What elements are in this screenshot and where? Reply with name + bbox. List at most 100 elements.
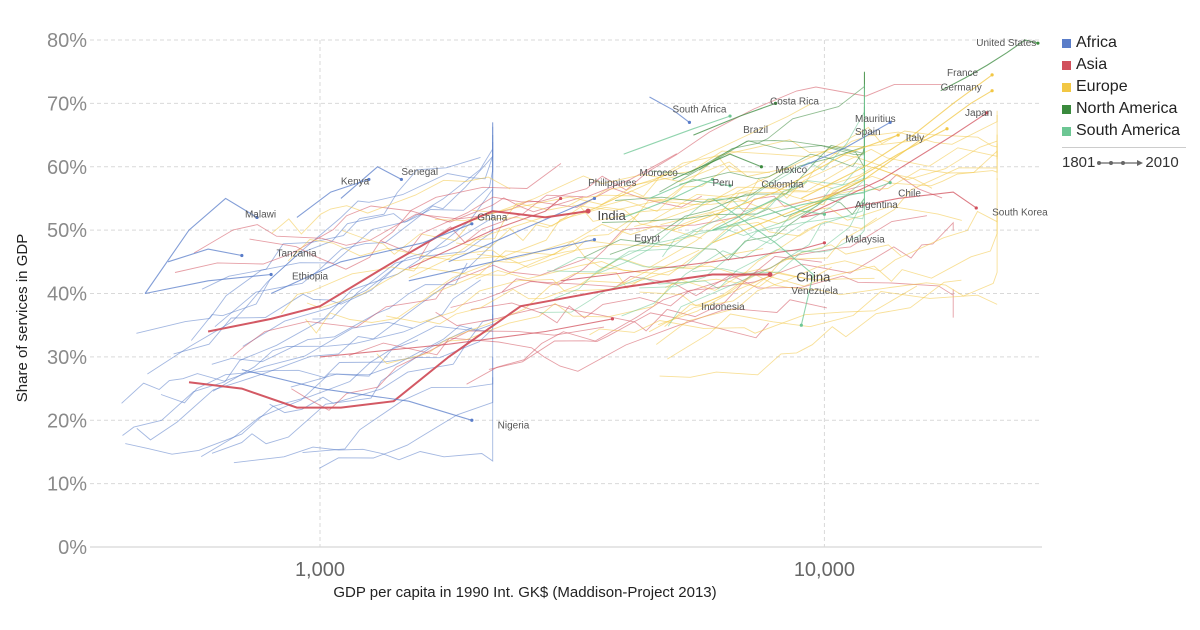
series-endpoint [470, 418, 474, 422]
series-line-italy[interactable] [712, 128, 948, 244]
legend-item-north-america[interactable]: North America [1062, 98, 1186, 120]
series-line-kenya[interactable] [296, 178, 370, 218]
series-line-germany[interactable] [788, 90, 993, 218]
y-tick-label: 60% [47, 157, 87, 179]
series-line-ethiopia[interactable] [144, 273, 272, 295]
legend-item-africa[interactable]: Africa [1062, 32, 1186, 54]
background-trajectory [656, 178, 998, 345]
background-trajectory [554, 181, 808, 271]
legend-item-south-america[interactable]: South America [1062, 120, 1186, 142]
country-label: South Korea [992, 207, 1048, 218]
background-trajectory [466, 221, 954, 385]
legend-label: South America [1076, 122, 1181, 139]
background-trajectory [450, 274, 954, 318]
series-line-france[interactable] [801, 74, 993, 199]
country-label: Mauritius [855, 114, 896, 125]
country-label: Ghana [477, 212, 507, 223]
country-label: Peru [713, 178, 734, 189]
series-line-india[interactable] [207, 210, 589, 333]
series-line-japan[interactable] [801, 112, 988, 218]
series-line-spain[interactable] [672, 134, 899, 231]
series-endpoint [592, 196, 597, 201]
series-line-mauritius[interactable] [801, 121, 891, 168]
series-line-malawi[interactable] [144, 197, 258, 294]
x-axis-title: GDP per capita in 1990 Int. GK$ (Maddiso… [333, 584, 716, 601]
series-line-south-africa[interactable] [649, 96, 690, 123]
series-line-costa-rica[interactable] [693, 102, 776, 136]
background-trajectory [488, 312, 769, 370]
background-trajectory [698, 106, 865, 171]
legend-label: North America [1076, 100, 1178, 117]
series-line-mexico[interactable] [672, 153, 762, 180]
legend-item-europe[interactable]: Europe [1062, 76, 1186, 98]
series-line-nigeria[interactable] [241, 369, 472, 421]
series-line-ghana[interactable] [270, 223, 472, 295]
axis-ticks: 0% 10% 20% 30% 40% 50% 60% 70% 80% 1,000 10,000 [47, 30, 855, 581]
series-line-senegal[interactable] [340, 166, 402, 199]
background-trajectory [305, 223, 703, 334]
legend-swatch [1062, 38, 1071, 48]
series-line-united-states[interactable] [940, 39, 1039, 92]
series-line-egypt[interactable] [408, 239, 595, 282]
series-line-tanzania[interactable] [167, 248, 242, 263]
series-line-brazil[interactable] [623, 115, 731, 155]
series-line-china[interactable] [188, 273, 770, 409]
x-tick-label: 10,000 [794, 559, 855, 581]
series-line-philippines[interactable] [408, 197, 562, 269]
country-label: Argentina [855, 200, 898, 211]
background-trajectory [280, 240, 641, 315]
background-trajectory [125, 339, 419, 455]
country-label: Italy [906, 133, 924, 144]
country-label: Indonesia [701, 302, 745, 313]
series-line-venezuela[interactable] [712, 197, 814, 326]
background-trajectory [429, 110, 998, 295]
background-trajectory [380, 83, 942, 253]
legend-swatch [1062, 126, 1071, 136]
background-trajectory [201, 156, 481, 290]
time-range[interactable]: 1801 2010 [1062, 154, 1186, 171]
background-trajectory [597, 166, 865, 275]
background-trajectory [173, 260, 403, 355]
legend-swatch [1062, 82, 1071, 92]
series-line-morocco[interactable] [448, 197, 595, 263]
legend-swatch [1062, 60, 1071, 70]
series-line-colombia[interactable] [649, 178, 731, 199]
series-endpoint [367, 177, 371, 182]
time-range-start: 1801 [1062, 154, 1096, 171]
series-line-south-korea[interactable] [801, 191, 977, 218]
country-label: Colombia [761, 179, 804, 190]
series-endpoint [822, 241, 827, 245]
series-endpoint [896, 133, 900, 137]
legend-item-asia[interactable]: Asia [1062, 54, 1186, 76]
legend-label: Europe [1076, 78, 1128, 95]
y-tick-label: 40% [47, 284, 87, 306]
time-arrow-icon [1097, 159, 1144, 166]
series-line-peru[interactable] [623, 178, 713, 218]
y-tick-label: 30% [47, 347, 87, 369]
background-trajectory [386, 248, 764, 323]
series-line-argentina[interactable] [712, 197, 825, 231]
country-label: Costa Rica [770, 96, 819, 107]
background-trajectory [472, 103, 812, 213]
series-endpoint [728, 114, 732, 118]
series-endpoint [240, 253, 244, 258]
background-trajectory [233, 258, 586, 357]
background-trajectory [193, 187, 703, 254]
background-trajectory [660, 134, 998, 226]
series-lines [144, 39, 1040, 422]
series-line-malaysia[interactable] [560, 242, 825, 282]
series-endpoint [269, 272, 273, 277]
background-trajectory [136, 227, 494, 441]
background-trajectory [470, 215, 927, 324]
background-trajectory [291, 326, 605, 411]
background-trajectory [589, 285, 918, 336]
country-label: Philippines [588, 178, 636, 189]
series-endpoint [990, 89, 994, 93]
background-trajectory [190, 142, 494, 341]
series-endpoint [1036, 41, 1040, 45]
series-endpoint [592, 238, 597, 242]
series-line-chile[interactable] [712, 182, 891, 231]
country-label: Malawi [245, 209, 276, 220]
series-endpoint [470, 222, 474, 226]
series-line-indonesia[interactable] [319, 318, 613, 358]
